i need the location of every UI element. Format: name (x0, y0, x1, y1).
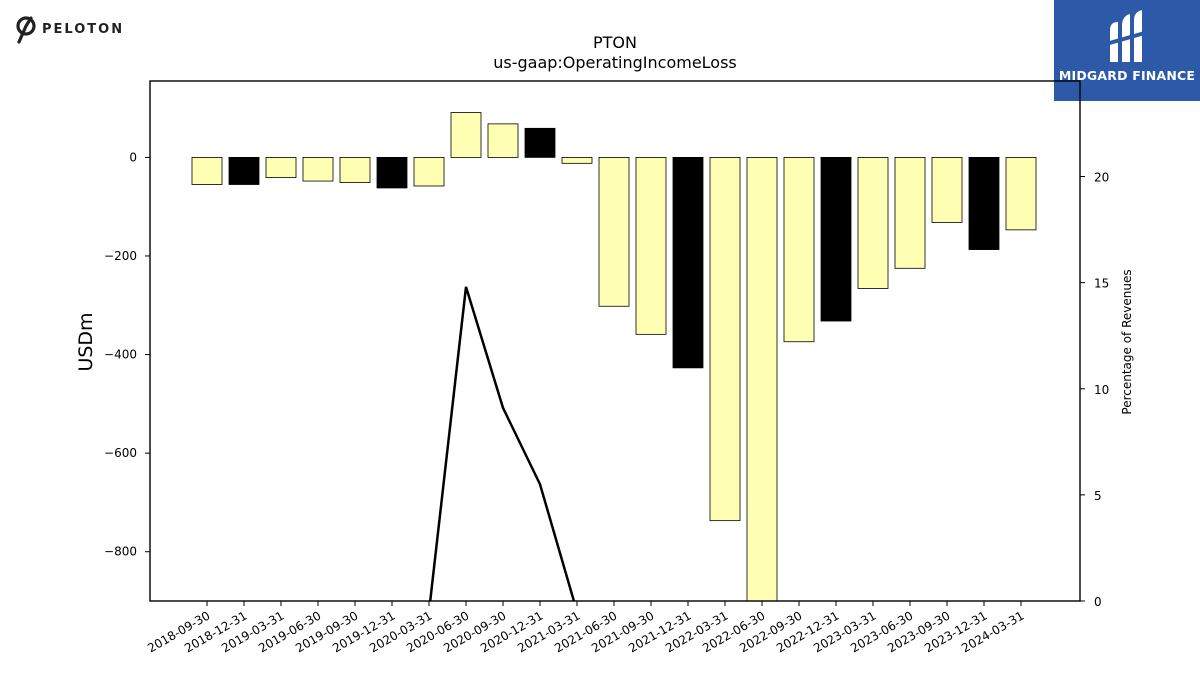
bar (561, 156, 593, 164)
bar (339, 156, 371, 183)
peloton-logo: PELOTON (14, 14, 124, 44)
y-tick-label: −400 (104, 348, 137, 362)
bar (228, 156, 260, 185)
bar (524, 127, 556, 158)
bar (968, 156, 1000, 250)
bar (783, 156, 815, 343)
bar (709, 156, 741, 522)
y2-tick-label: 20 (1094, 171, 1109, 185)
bar-series (191, 112, 1037, 601)
plot-frame (149, 80, 1081, 602)
bar (191, 156, 223, 185)
plot-area: 0−200−400−600−800051015202018-09-302018-… (104, 80, 1109, 655)
y-axis-label: USDm (75, 312, 97, 371)
bar (1005, 156, 1037, 231)
y-tick-label: 0 (129, 150, 137, 164)
y-tick-label: −200 (104, 249, 137, 263)
chart-subtitle: us-gaap:OperatingIncomeLoss (493, 53, 737, 72)
bar (376, 156, 408, 189)
midgard-finance-logo: MIDGARD FINANCE (1054, 0, 1200, 101)
y-tick-label: −600 (104, 446, 137, 460)
bar (820, 156, 852, 322)
y2-axis-label: Percentage of Revenues (1120, 269, 1134, 414)
y-tick-label: −800 (104, 545, 137, 559)
bar (746, 156, 778, 601)
bar (302, 156, 334, 182)
y2-tick-label: 10 (1094, 383, 1109, 397)
y2-tick-label: 0 (1094, 595, 1102, 609)
bar (931, 156, 963, 223)
y2-tick-label: 5 (1094, 489, 1102, 503)
percentage-line (428, 286, 576, 601)
midgard-mark-icon (1105, 10, 1149, 62)
bar (265, 156, 297, 179)
bar (450, 112, 482, 158)
bar (413, 156, 445, 187)
chart-title: PTON (593, 33, 637, 52)
midgard-wordmark: MIDGARD FINANCE (1058, 68, 1196, 83)
bar (598, 156, 630, 307)
bar (857, 156, 889, 289)
bar (894, 156, 926, 269)
peloton-mark-icon (16, 16, 36, 44)
bar (635, 156, 667, 335)
bar (672, 156, 704, 369)
peloton-wordmark: PELOTON (42, 21, 125, 37)
bar (487, 123, 519, 158)
y2-tick-label: 15 (1094, 277, 1109, 291)
